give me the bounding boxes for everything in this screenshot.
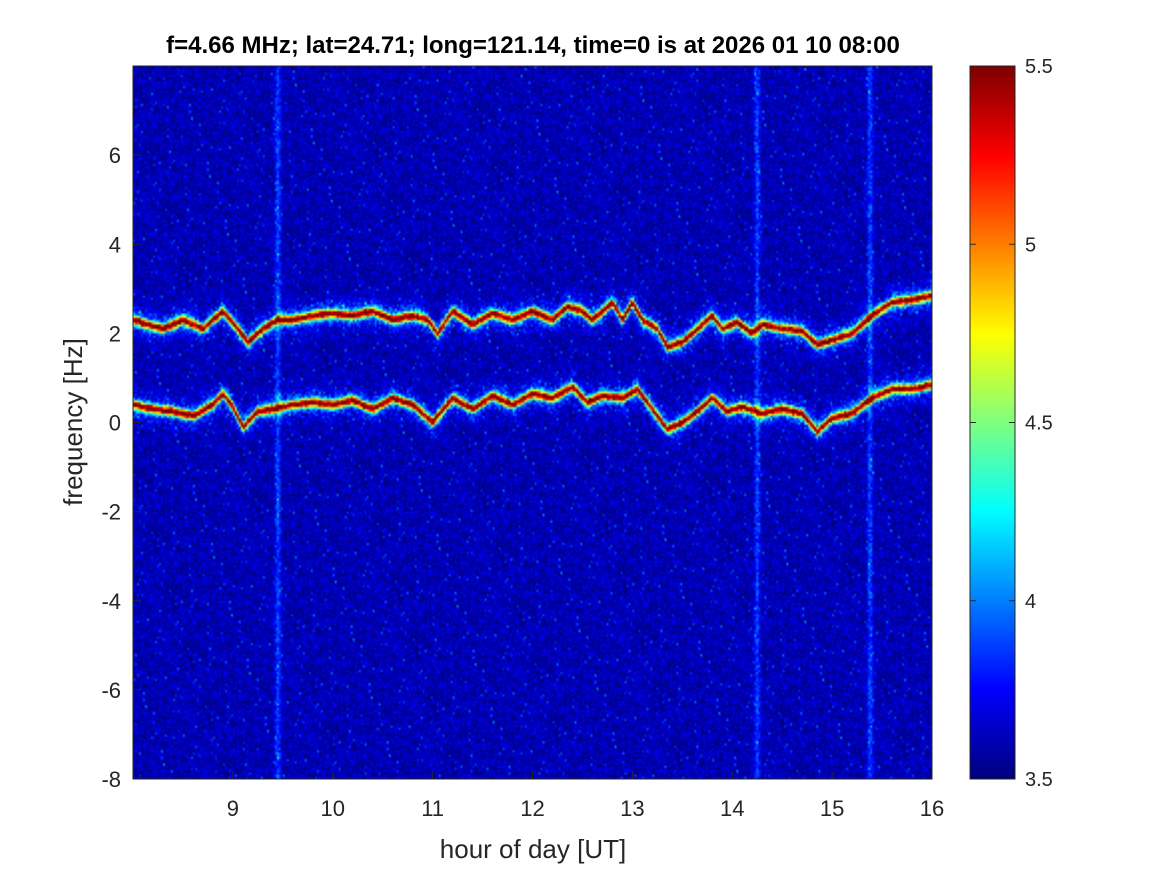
- colorbar-tick-label: 4: [1025, 591, 1036, 613]
- plot-area: [132, 65, 933, 780]
- y-tick-label: -8: [101, 767, 121, 792]
- x-tick-label: 16: [920, 796, 944, 821]
- y-tick-label: -2: [101, 500, 121, 525]
- x-axis-label: hour of day [UT]: [440, 834, 626, 864]
- y-axis-label: frequency [Hz]: [58, 338, 88, 506]
- x-tick-label: 10: [321, 796, 345, 821]
- y-tick-label: 6: [109, 143, 121, 168]
- x-tick-label: 13: [620, 796, 644, 821]
- x-tick-label: 14: [720, 796, 744, 821]
- x-tick-label: 15: [820, 796, 844, 821]
- y-tick-label: 2: [109, 321, 121, 346]
- y-tick-label: -6: [101, 678, 121, 703]
- x-axis: 9 10 11 12 13 14 15 16: [227, 771, 944, 821]
- chart-title: f=4.66 MHz; lat=24.71; long=121.14, time…: [166, 32, 900, 59]
- x-tick-label: 12: [520, 796, 544, 821]
- x-tick-label: 11: [421, 796, 444, 821]
- colorbar-ticks: 3.5 4 4.5 5 5.5: [970, 56, 1053, 791]
- spectrogram-heatmap: [133, 66, 932, 779]
- y-tick-label: 0: [109, 411, 121, 436]
- colorbar: 3.5 4 4.5 5 5.5: [969, 56, 1053, 791]
- colorbar-tick-label: 4.5: [1025, 413, 1053, 435]
- y-tick-label: -4: [101, 589, 121, 614]
- colorbar-tick-label: 5: [1025, 234, 1036, 256]
- y-axis: -8 -6 -4 -2 0 2 4 6: [101, 143, 141, 792]
- colorbar-gradient: [970, 66, 1015, 779]
- colorbar-tick-label: 3.5: [1025, 769, 1053, 791]
- y-tick-label: 4: [109, 232, 121, 257]
- x-tick-label: 9: [227, 796, 239, 821]
- colorbar-tick-label: 5.5: [1025, 56, 1053, 78]
